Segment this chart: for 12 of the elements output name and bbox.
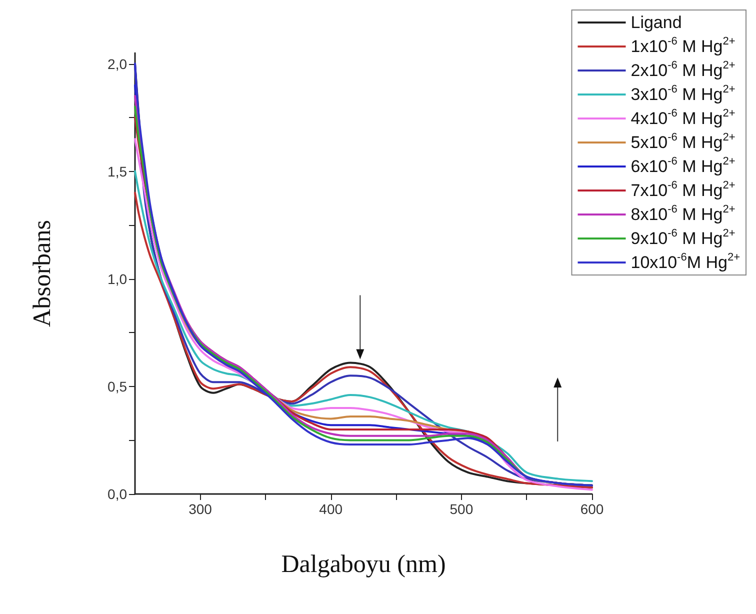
y-tick-label: 1,0 [108,270,128,287]
x-tick-label: 400 [319,501,343,517]
y-tick-label: 2,0 [108,56,128,72]
x-tick-label: 500 [450,501,474,517]
x-tick-label: 300 [188,501,212,517]
y-axis-title: Absorbans [29,220,56,327]
x-tick-label: 600 [580,501,604,517]
x-axis-title: Dalgaboyu (nm) [281,551,446,578]
y-tick-label: 0,0 [108,486,128,502]
legend-label: Ligand [630,13,682,32]
y-tick-label: 1,5 [108,163,128,180]
y-tick-label: 0,5 [108,378,128,394]
